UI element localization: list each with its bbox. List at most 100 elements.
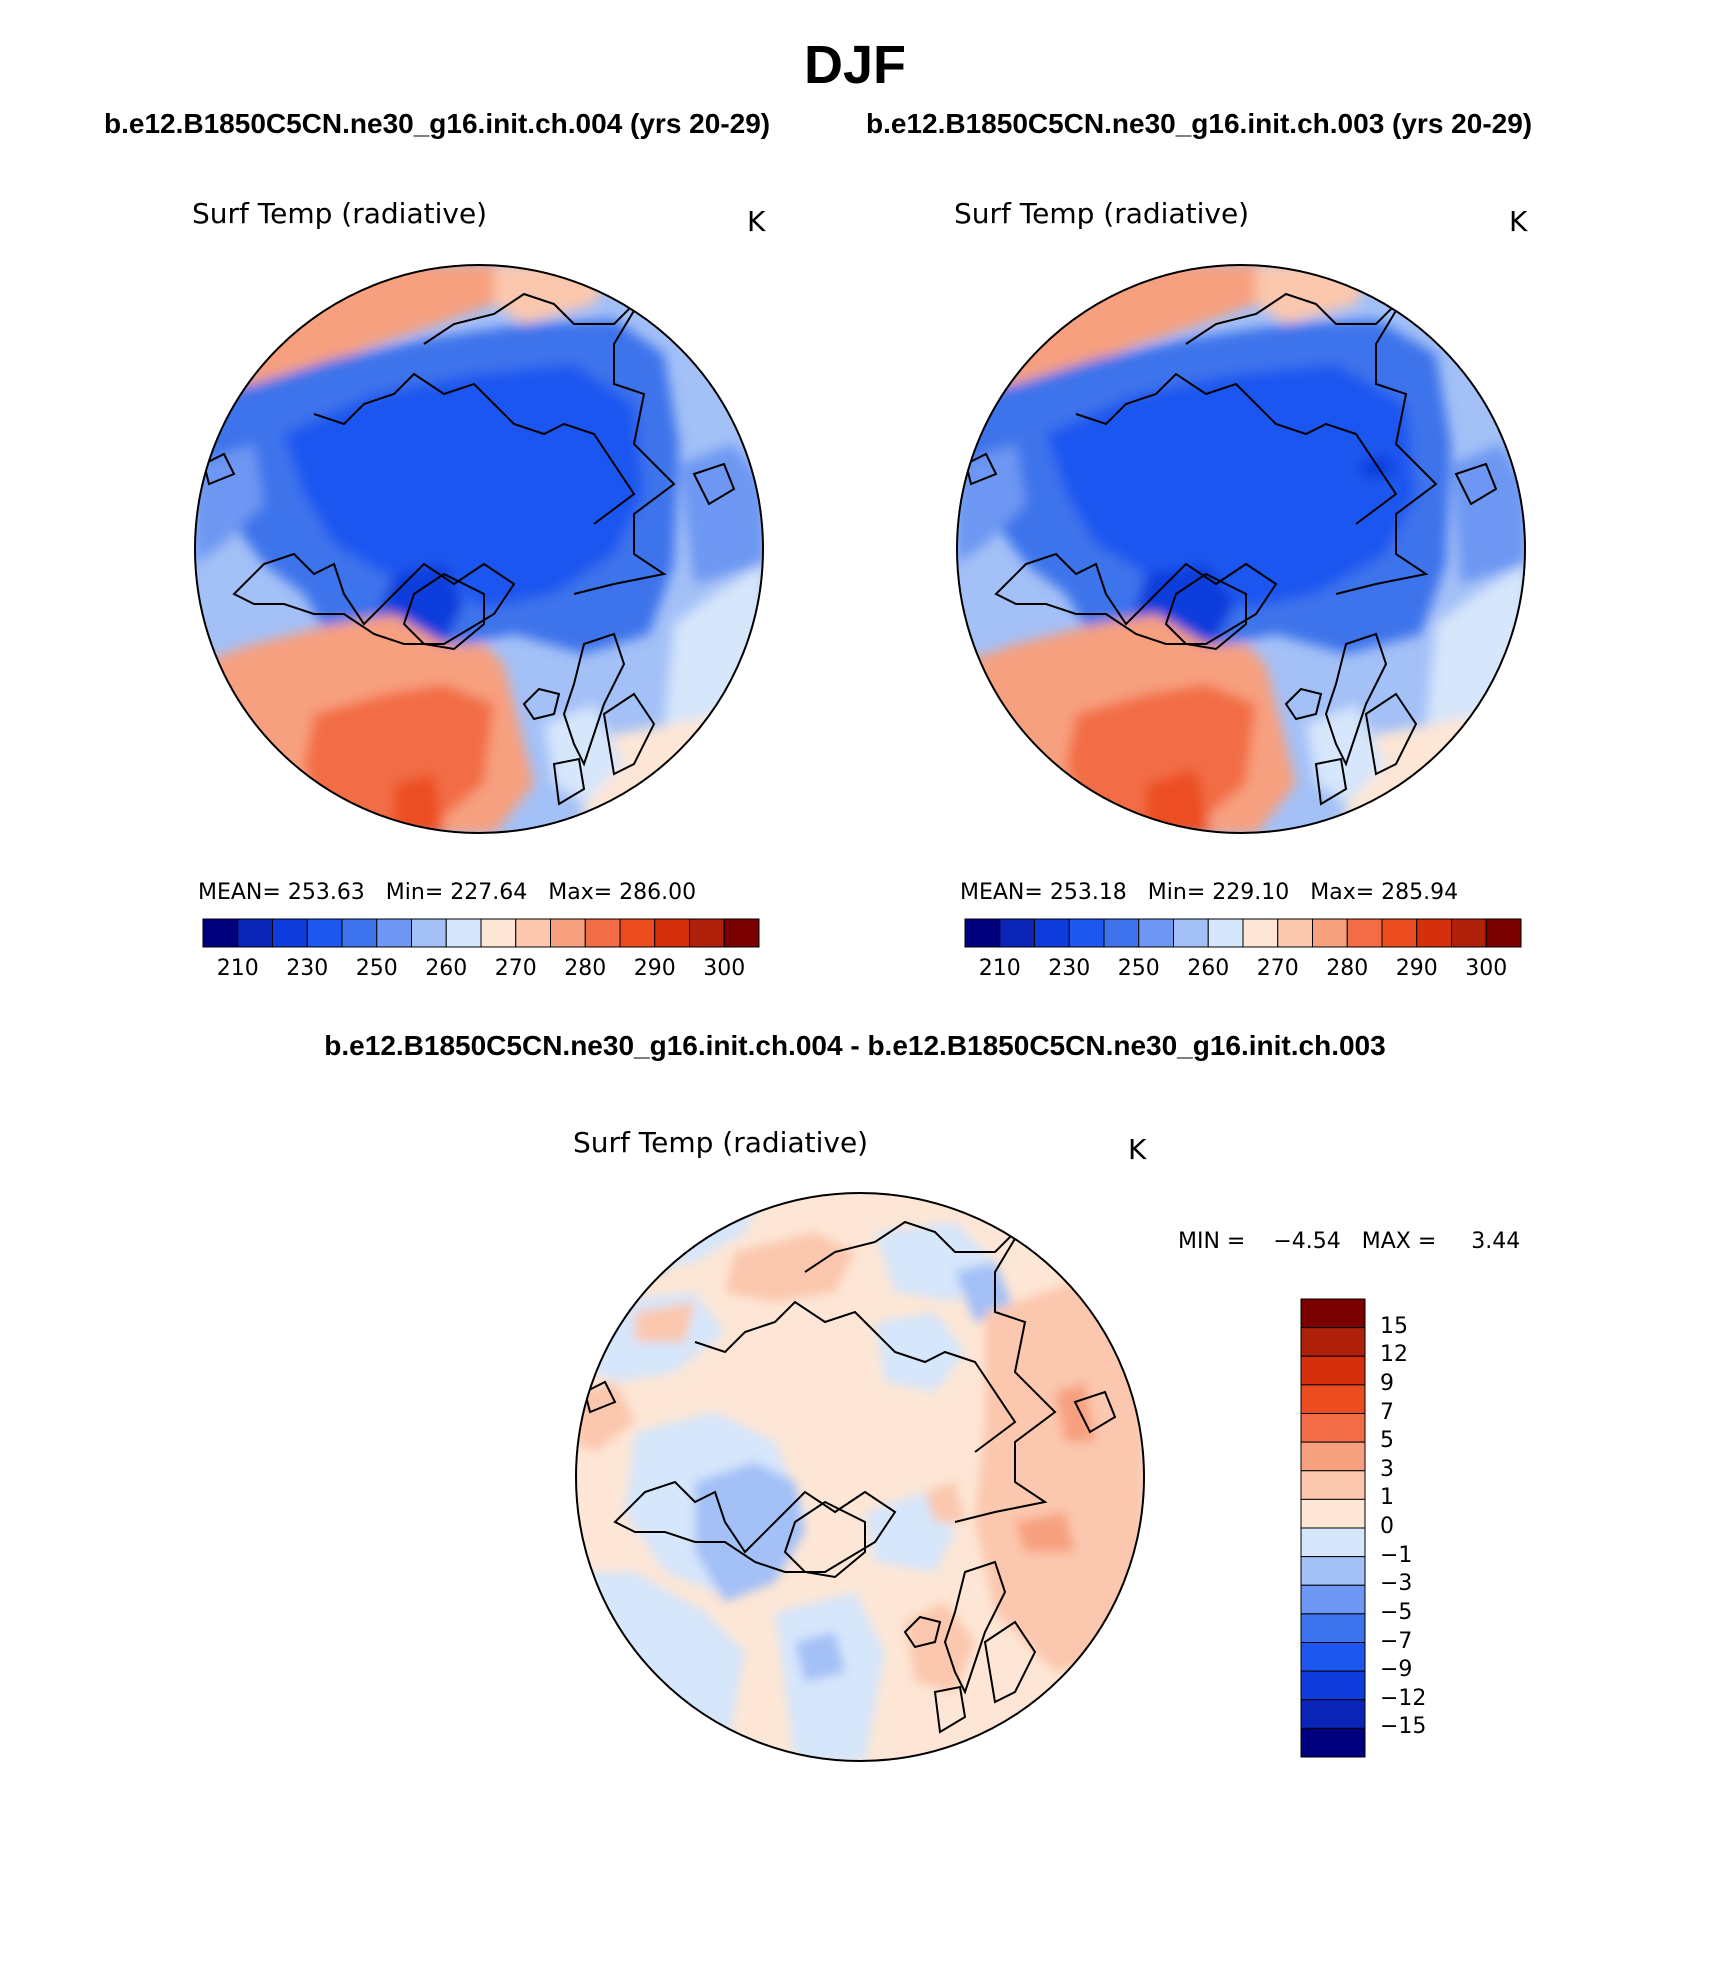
figure-title: DJF [803, 35, 906, 95]
colorbar-tick-label: 9 [1380, 1370, 1394, 1396]
colorbar-tick-label: 5 [1380, 1428, 1394, 1454]
colorbar-swatch [202, 918, 239, 948]
difference-min-value: −4.54 [1273, 1229, 1341, 1254]
panel2-min-value: 229.10 [1212, 880, 1290, 905]
panel2-mean-value: 253.18 [1049, 880, 1127, 905]
colorbar-swatch [1300, 1584, 1366, 1615]
colorbar-swatch [1416, 918, 1452, 948]
panel2-colorbar [964, 918, 1522, 948]
difference-variable-name: Surf Temp (radiative) [573, 1126, 869, 1159]
colorbar-swatch [1173, 918, 1209, 948]
colorbar-tick-label: 1 [1380, 1485, 1394, 1511]
difference-stats: MIN = −4.54 MAX = 3.44 [1178, 1229, 1520, 1254]
colorbar-swatch [1138, 918, 1174, 948]
colorbar-swatch [1242, 918, 1279, 948]
colorbar-swatch [445, 918, 482, 948]
colorbar-swatch [1068, 918, 1105, 948]
difference-title: b.e12.B1850C5CN.ne30_g16.init.ch.004 - b… [324, 1030, 1386, 1061]
colorbar-swatch [1300, 1298, 1366, 1329]
colorbar-swatch [1346, 918, 1383, 948]
colorbar-tick-label: 290 [1395, 956, 1438, 981]
colorbar-swatch [550, 918, 586, 948]
difference-max-value: 3.44 [1471, 1229, 1521, 1254]
colorbar-swatch [1207, 918, 1244, 948]
colorbar-swatch [515, 918, 551, 948]
panel2-max-value: 285.94 [1381, 880, 1459, 905]
colorbar-swatch [341, 918, 378, 948]
panel1-stats: MEAN= 253.63 Min= 227.64 Max= 286.00 [198, 880, 696, 905]
colorbar-swatch [1300, 1327, 1366, 1357]
colorbar-tick-label: 12 [1380, 1342, 1408, 1368]
colorbar-tick-label: 15 [1380, 1313, 1408, 1339]
colorbar-tick-label: 300 [703, 956, 746, 981]
colorbar-tick-label: 260 [1187, 956, 1230, 981]
panel1-variable-name: Surf Temp (radiative) [192, 197, 488, 230]
colorbar-swatch [1034, 918, 1070, 948]
colorbar-tick-label: 0 [1380, 1514, 1394, 1539]
colorbar-swatch [1300, 1498, 1366, 1529]
difference-polar-map [575, 1192, 1145, 1762]
panel1-min-value: 227.64 [450, 880, 528, 905]
colorbar-swatch [376, 918, 412, 948]
colorbar-tick-label: 280 [564, 956, 607, 981]
colorbar-tick-label: 280 [1326, 956, 1369, 981]
colorbar-tick-label: 3 [1380, 1456, 1394, 1482]
panel2-polar-map [956, 264, 1526, 834]
difference-colorbar [1300, 1298, 1366, 1758]
colorbar-tick-label: 290 [633, 956, 676, 981]
case-right-title: b.e12.B1850C5CN.ne30_g16.init.ch.003 (yr… [866, 108, 1533, 139]
colorbar-swatch [1300, 1642, 1366, 1672]
colorbar-swatch [1300, 1727, 1366, 1758]
panel1-max-value: 286.00 [619, 880, 697, 905]
panel1-mean-value: 253.63 [287, 880, 365, 905]
colorbar-tick-label: −1 [1380, 1542, 1413, 1568]
colorbar-swatch [1300, 1413, 1366, 1443]
colorbar-swatch [480, 918, 517, 948]
colorbar-swatch [306, 918, 343, 948]
colorbar-tick-label: −7 [1380, 1628, 1413, 1654]
panel1-colorbar [202, 918, 760, 948]
colorbar-swatch [1312, 918, 1348, 948]
colorbar-swatch [272, 918, 308, 948]
colorbar-swatch [1300, 1613, 1366, 1643]
colorbar-tick-label: 270 [1256, 956, 1299, 981]
colorbar-swatch [1103, 918, 1140, 948]
case-left-title: b.e12.B1850C5CN.ne30_g16.init.ch.004 (yr… [104, 108, 771, 139]
colorbar-tick-label: 250 [1117, 956, 1160, 981]
colorbar-tick-label: −9 [1380, 1657, 1413, 1683]
difference-units: K [1128, 1133, 1147, 1166]
colorbar-swatch [1300, 1670, 1366, 1701]
colorbar-swatch [619, 918, 656, 948]
colorbar-swatch [689, 918, 725, 948]
panel1-colorbar-labels: 210 230 250 260 270 280 290 300 [203, 956, 759, 986]
colorbar-swatch [584, 918, 621, 948]
colorbar-swatch [999, 918, 1035, 948]
colorbar-swatch [1300, 1699, 1366, 1729]
colorbar-swatch [1277, 918, 1313, 948]
difference-max-label: MAX = [1361, 1229, 1437, 1254]
colorbar-tick-label: −12 [1380, 1685, 1427, 1711]
colorbar-swatch [654, 918, 690, 948]
colorbar-swatch [1485, 918, 1522, 948]
colorbar-tick-label: 230 [1048, 956, 1091, 981]
panel2-colorbar-labels: 210 230 250 260 270 280 290 300 [965, 956, 1521, 986]
difference-min-label: MIN = [1178, 1229, 1246, 1254]
colorbar-swatch [1451, 918, 1487, 948]
colorbar-tick-label: −3 [1380, 1571, 1413, 1597]
colorbar-tick-label: 210 [978, 956, 1021, 981]
panel2-units: K [1509, 205, 1528, 238]
panel1-min-label: Min= [385, 880, 444, 905]
difference-colorbar-labels: 15 12 9 7 5 3 1 0 −1 −3 −5 −7 −9 −12 −15 [1380, 1298, 1460, 1758]
panel1-max-label: Max= [548, 880, 613, 905]
colorbar-swatch [1300, 1355, 1366, 1386]
colorbar-tick-label: 7 [1380, 1399, 1394, 1425]
colorbar-tick-label: 230 [286, 956, 329, 981]
colorbar-swatch [1300, 1441, 1366, 1472]
colorbar-swatch [1381, 918, 1418, 948]
panel2-variable-name: Surf Temp (radiative) [954, 197, 1250, 230]
panel2-min-label: Min= [1147, 880, 1206, 905]
colorbar-swatch [723, 918, 760, 948]
colorbar-swatch [1300, 1527, 1366, 1558]
panel2-max-label: Max= [1310, 880, 1375, 905]
colorbar-swatch [1300, 1384, 1366, 1414]
